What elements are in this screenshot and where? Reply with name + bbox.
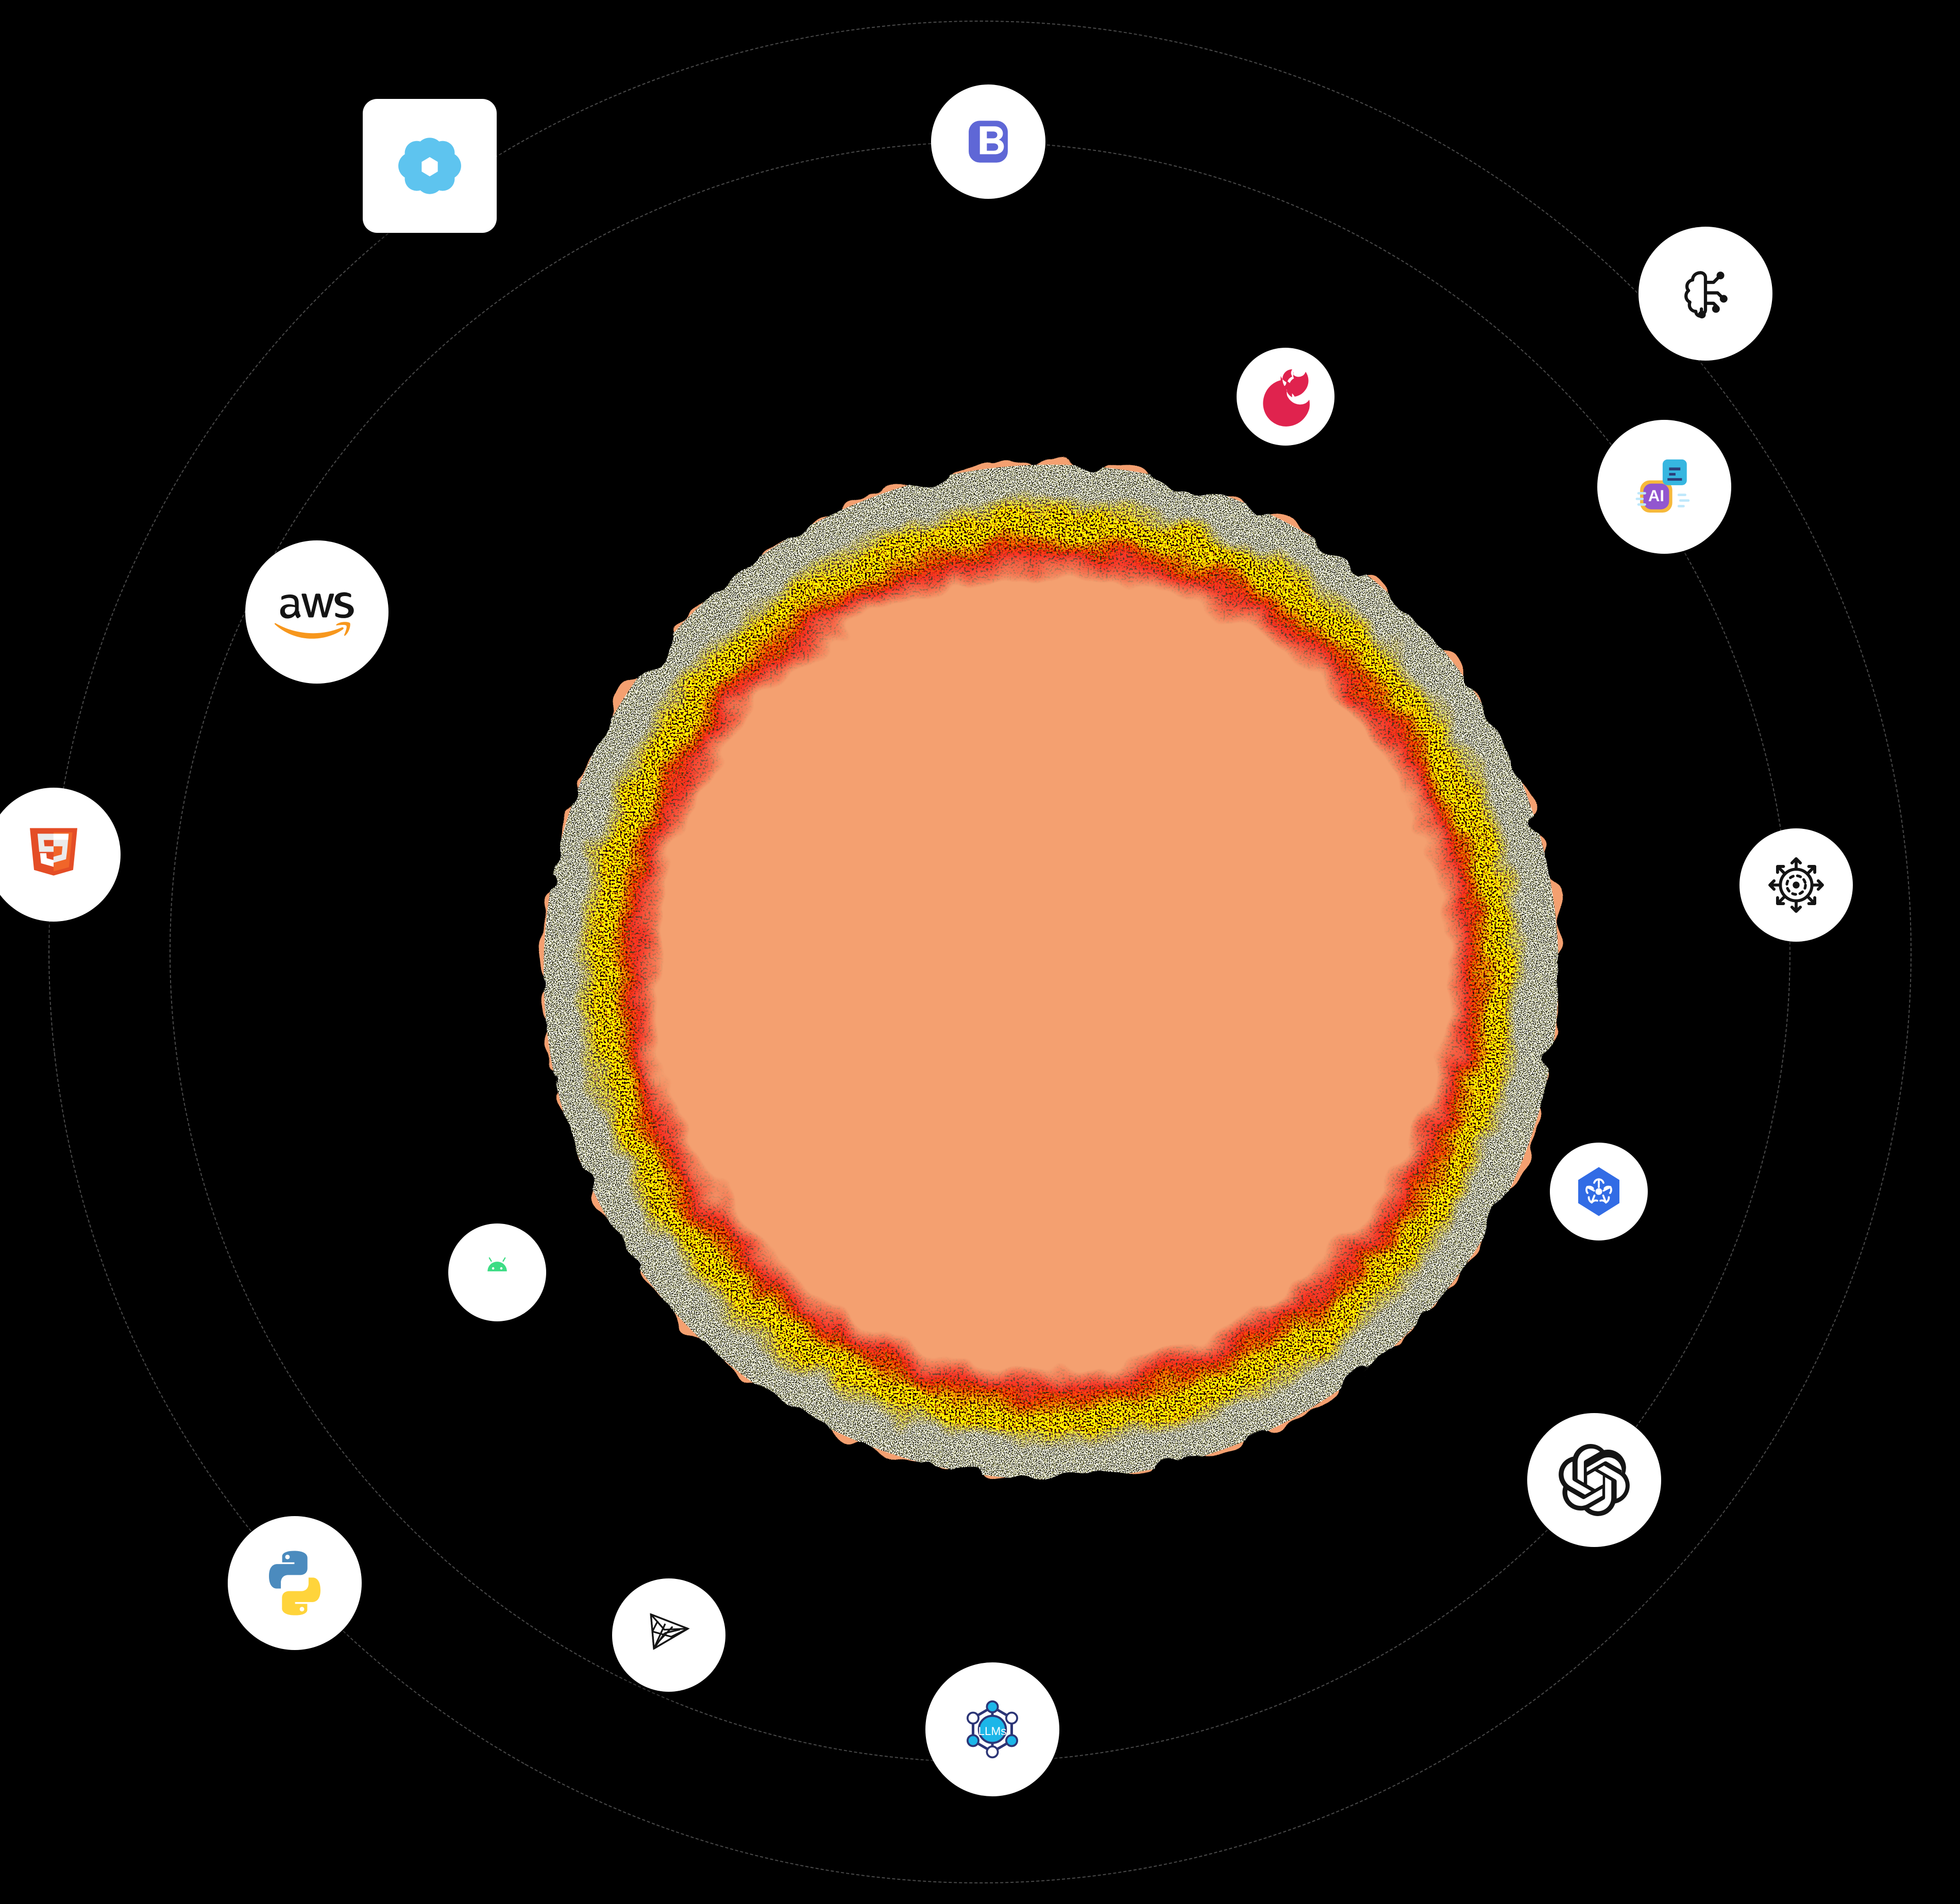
svg-text:AI: AI — [1648, 487, 1664, 505]
svg-text:LLMs: LLMs — [978, 1725, 1006, 1738]
